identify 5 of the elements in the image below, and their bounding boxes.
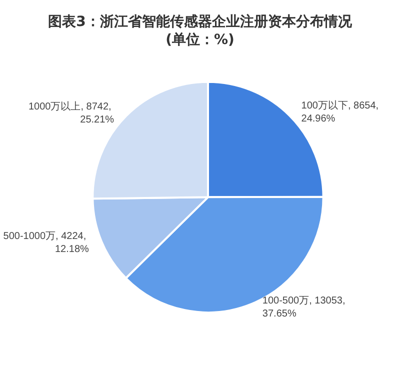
slice-label: 1000万以上, 8742, 25.21% xyxy=(28,100,114,126)
chart-title: 图表3：浙江省智能传感器企业注册资本分布情况 (单位：%) xyxy=(48,13,353,48)
slice-label: 100-500万, 13053, 37.65% xyxy=(262,295,348,320)
slice-label: 500-1000万, 4224, 12.18% xyxy=(3,231,90,256)
slice-label: 100万以下, 8654, 24.96% xyxy=(301,100,382,125)
